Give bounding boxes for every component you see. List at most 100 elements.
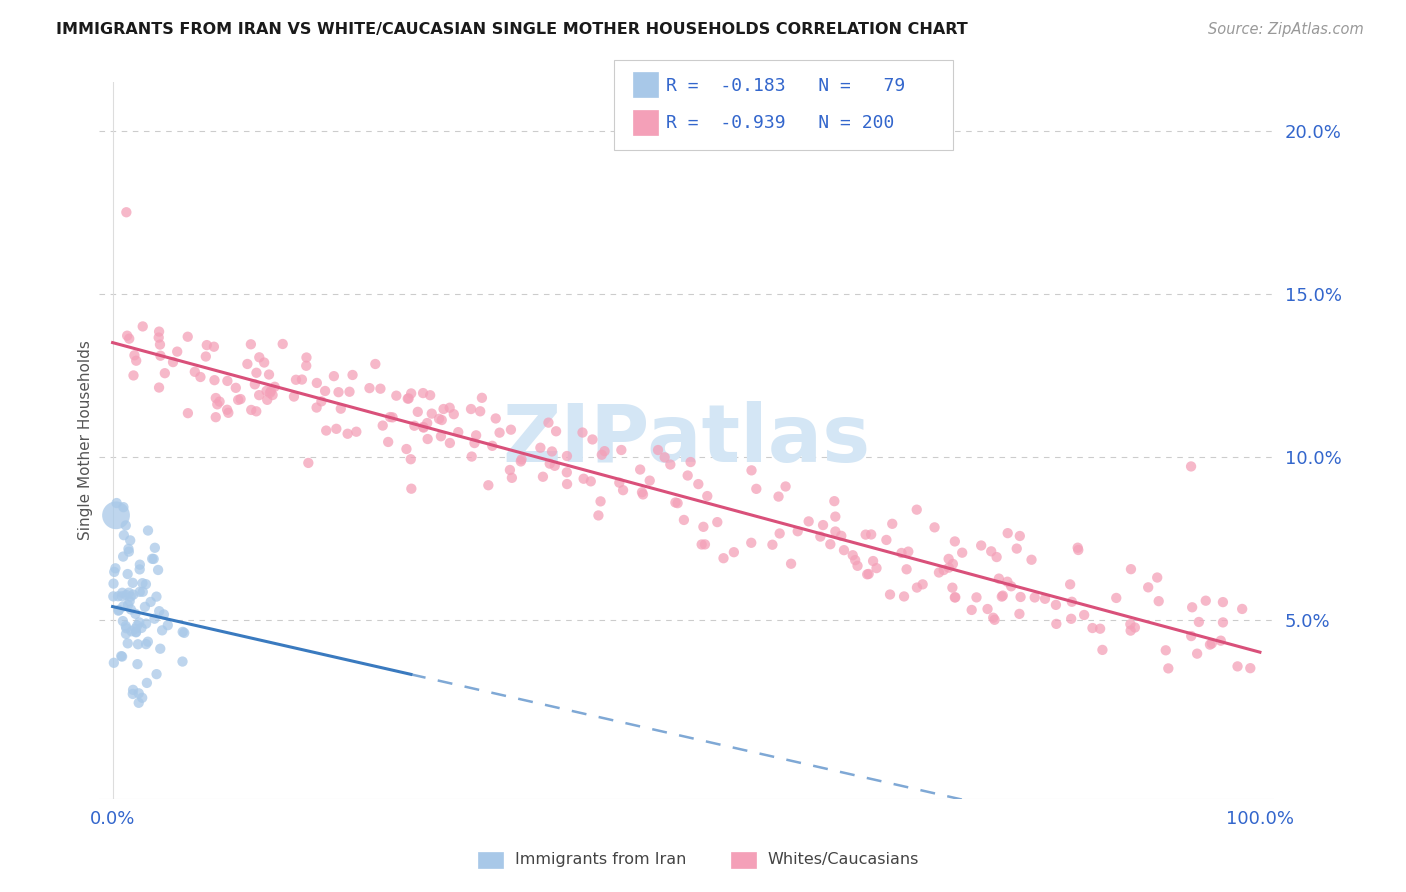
Point <box>115 328 138 343</box>
Point <box>1060 612 1083 626</box>
Point <box>148 325 170 339</box>
Point <box>1230 602 1253 616</box>
Point <box>125 353 148 368</box>
Point <box>419 388 441 402</box>
Point <box>398 392 420 406</box>
Point <box>844 553 866 567</box>
Point <box>120 590 142 604</box>
Point <box>195 338 218 352</box>
Point <box>499 463 522 477</box>
Point <box>509 454 531 468</box>
Point <box>1067 543 1090 558</box>
Point <box>865 561 887 575</box>
Point <box>141 551 163 566</box>
Point <box>122 682 145 697</box>
Point <box>145 590 167 604</box>
Point <box>385 389 408 403</box>
Point <box>1212 615 1234 630</box>
Point <box>120 602 142 616</box>
Point <box>1188 615 1211 629</box>
Point <box>399 452 422 467</box>
Point <box>905 581 928 595</box>
Point <box>125 624 148 639</box>
Point <box>247 388 270 402</box>
Point <box>1181 600 1204 615</box>
Point <box>122 588 145 602</box>
Point <box>344 425 367 439</box>
Point <box>148 330 170 344</box>
Point <box>124 607 146 621</box>
Point <box>943 591 966 605</box>
Point <box>103 576 125 591</box>
Point <box>285 373 308 387</box>
Point <box>647 443 669 458</box>
Point <box>111 589 134 603</box>
Point <box>591 448 613 462</box>
Point <box>1091 643 1114 657</box>
Point <box>463 436 485 450</box>
Y-axis label: Single Mother Households: Single Mother Households <box>79 341 93 541</box>
Point <box>115 588 138 602</box>
Point <box>142 552 165 566</box>
Text: Immigrants from Iran: Immigrants from Iran <box>515 853 686 867</box>
Point <box>225 381 247 395</box>
Point <box>430 413 453 427</box>
Point <box>150 624 173 638</box>
Point <box>672 513 695 527</box>
Point <box>136 634 159 648</box>
Point <box>336 426 359 441</box>
Point <box>107 589 129 603</box>
Point <box>114 518 136 533</box>
Point <box>499 423 522 437</box>
Point <box>263 380 285 394</box>
Point <box>1212 595 1234 609</box>
Point <box>824 524 846 539</box>
Point <box>659 458 682 472</box>
Point <box>115 621 138 635</box>
Point <box>128 562 150 576</box>
Point <box>862 554 884 568</box>
Point <box>890 546 912 560</box>
Point <box>262 388 284 402</box>
Point <box>938 560 960 574</box>
Point <box>1066 541 1088 555</box>
Point <box>693 537 716 551</box>
Point <box>295 359 318 373</box>
Point <box>149 337 172 351</box>
Point <box>149 349 172 363</box>
Point <box>572 472 595 486</box>
Point <box>162 355 184 369</box>
Point <box>166 344 188 359</box>
Point <box>481 439 503 453</box>
Point <box>439 401 461 415</box>
Point <box>112 500 135 515</box>
Point <box>291 373 314 387</box>
Point <box>117 636 139 650</box>
Point <box>447 425 470 439</box>
Point <box>1059 577 1081 591</box>
Point <box>127 618 149 632</box>
Point <box>112 549 135 564</box>
Point <box>1088 622 1111 636</box>
Point <box>1073 607 1095 622</box>
Point <box>118 332 141 346</box>
Point <box>111 586 134 600</box>
Point <box>325 422 347 436</box>
Point <box>377 434 399 449</box>
Point <box>510 452 533 467</box>
Point <box>893 590 915 604</box>
Point <box>135 577 157 591</box>
Point <box>118 585 141 599</box>
Point <box>131 621 153 635</box>
Point <box>501 471 523 485</box>
Point <box>245 366 267 380</box>
Point <box>654 450 676 465</box>
Point <box>761 538 783 552</box>
Point <box>924 520 946 534</box>
Point <box>416 416 439 430</box>
Point <box>112 528 135 542</box>
Point <box>364 357 387 371</box>
Point <box>153 366 176 380</box>
Point <box>117 598 139 612</box>
Point <box>378 410 401 425</box>
